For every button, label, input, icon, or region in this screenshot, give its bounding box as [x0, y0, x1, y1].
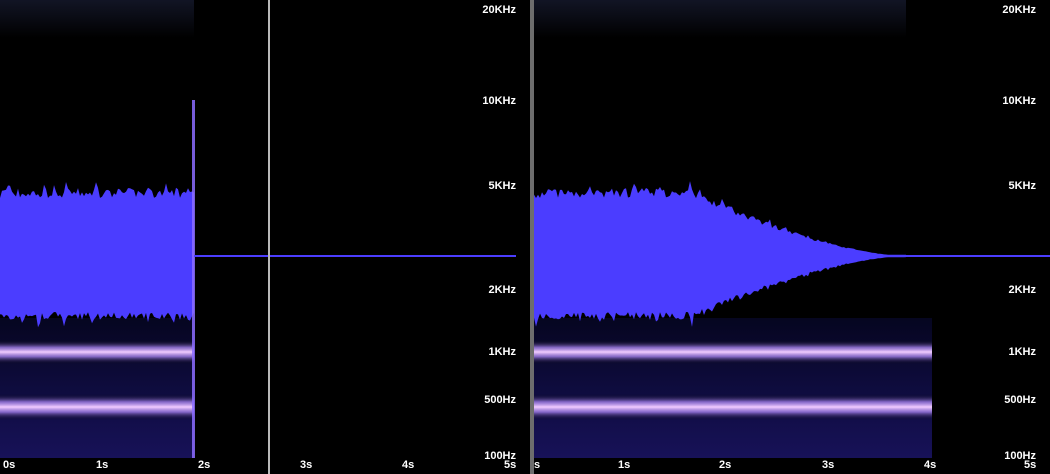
freq-label-20khz: 20KHz: [1002, 4, 1036, 16]
harmonic-band-500hz: [0, 394, 194, 420]
time-label-4s: 4s: [402, 459, 415, 471]
time-label-1s: 1s: [96, 459, 109, 471]
harmonic-band-500hz: [534, 394, 932, 420]
time-label-0s: s: [534, 459, 541, 471]
broadband-signal: [0, 182, 194, 328]
spectrogram-right-canvas[interactable]: [534, 0, 1050, 474]
time-label-1s: 1s: [618, 459, 631, 471]
harmonic-band-1khz: [534, 340, 932, 364]
noise-floor-haze: [0, 0, 194, 38]
low-frequency-energy: [534, 318, 932, 458]
time-label-5s: 5s: [504, 459, 517, 471]
time-label-3s: 3s: [822, 459, 835, 471]
freq-label-10khz: 10KHz: [482, 95, 516, 107]
time-label-0s: 0s: [3, 459, 16, 471]
freq-label-1khz: 1KHz: [1008, 346, 1036, 358]
noise-floor-haze: [534, 0, 906, 38]
spectrogram-left[interactable]: 20KHz 10KHz 5KHz 2KHz 1KHz 500Hz 100Hz 0…: [0, 0, 530, 474]
freq-label-10khz: 10KHz: [1002, 95, 1036, 107]
time-label-4s: 4s: [924, 459, 937, 471]
spectrogram-right[interactable]: 20KHz 10KHz 5KHz 2KHz 1KHz 500Hz 100Hz s…: [534, 0, 1050, 474]
freq-label-20khz: 20KHz: [482, 4, 516, 16]
time-label-2s: 2s: [198, 459, 211, 471]
playhead-cursor[interactable]: [268, 0, 270, 474]
cut-transient: [192, 100, 195, 458]
freq-label-100hz: 100Hz: [1004, 450, 1036, 462]
freq-label-5khz: 5KHz: [1008, 180, 1036, 192]
time-label-5s: 5s: [1024, 459, 1037, 471]
freq-label-100hz: 100Hz: [484, 450, 516, 462]
low-frequency-energy: [0, 318, 194, 458]
panel-divider[interactable]: [530, 0, 534, 474]
time-label-2s: 2s: [719, 459, 732, 471]
freq-label-2khz: 2KHz: [488, 284, 516, 296]
time-label-3s: 3s: [300, 459, 313, 471]
freq-label-500hz: 500Hz: [484, 394, 516, 406]
freq-label-2khz: 2KHz: [1008, 284, 1036, 296]
freq-label-1khz: 1KHz: [488, 346, 516, 358]
freq-label-5khz: 5KHz: [488, 180, 516, 192]
freq-label-500hz: 500Hz: [1004, 394, 1036, 406]
broadband-signal: [534, 181, 906, 327]
harmonic-band-1khz: [0, 340, 194, 364]
spectrogram-left-canvas[interactable]: [0, 0, 530, 474]
